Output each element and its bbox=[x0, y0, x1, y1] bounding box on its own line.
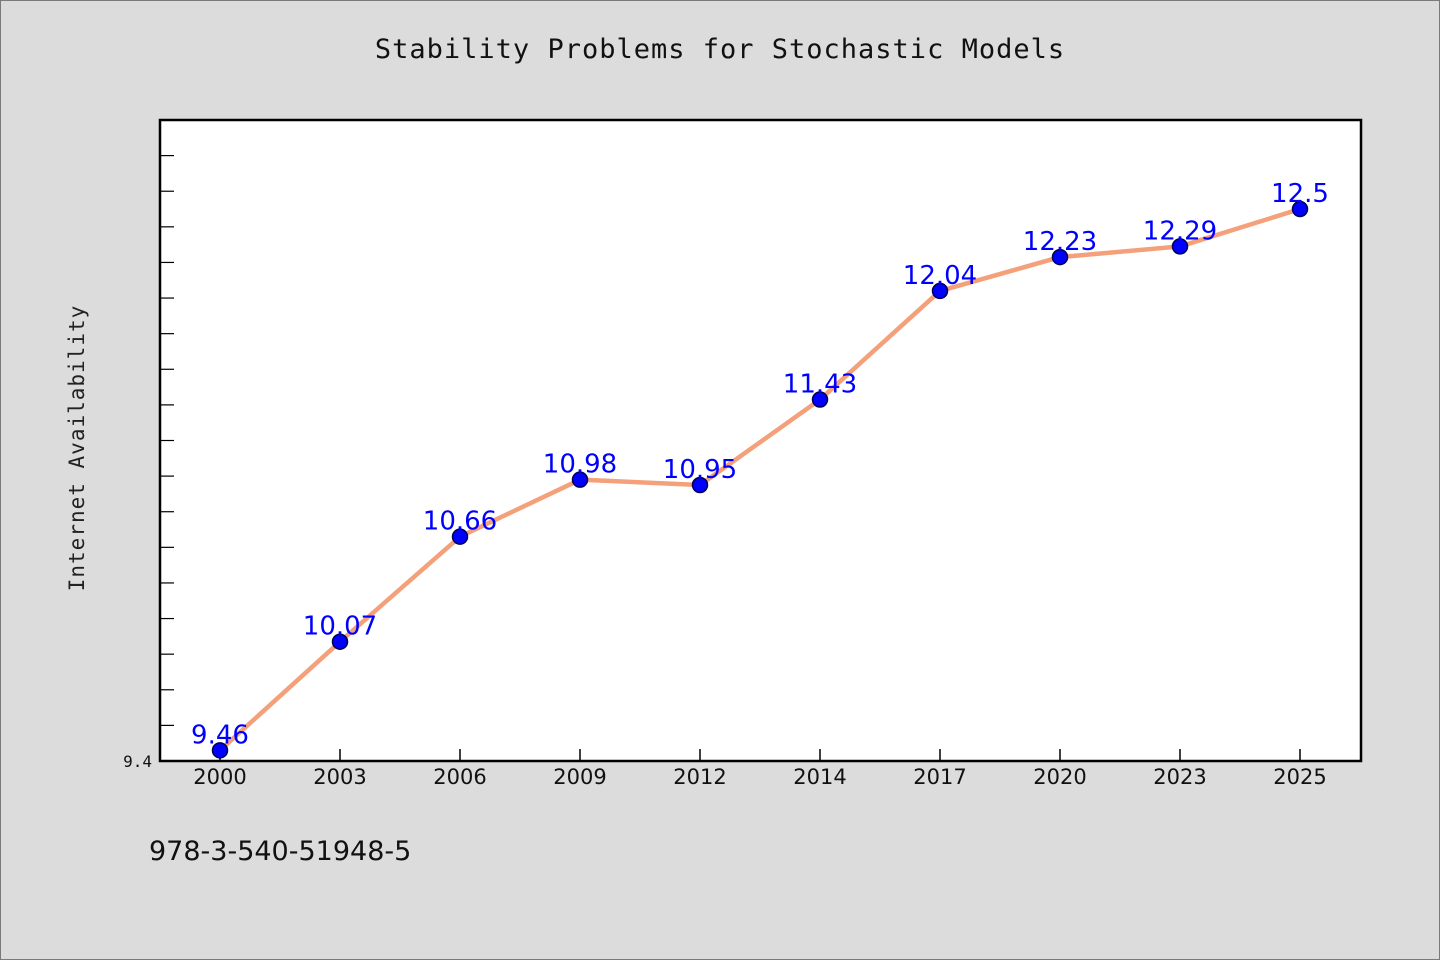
data-point bbox=[571, 471, 589, 488]
data-point bbox=[931, 282, 949, 300]
data-label: 10.66 bbox=[423, 507, 497, 537]
data-point bbox=[811, 391, 829, 408]
x-tick-label: 2023 bbox=[1153, 765, 1206, 789]
data-label: 11.43 bbox=[783, 370, 857, 400]
x-tick-label: 2009 bbox=[553, 765, 606, 789]
x-tick-label: 2006 bbox=[433, 765, 486, 789]
x-tick-label: 2003 bbox=[313, 765, 366, 789]
data-point bbox=[691, 476, 709, 494]
data-label: 10.98 bbox=[543, 450, 617, 480]
data-point bbox=[451, 528, 469, 545]
data-label: 12.04 bbox=[903, 261, 977, 291]
y-axis-label: Internet Availability bbox=[65, 305, 89, 592]
x-tick-label: 2000 bbox=[193, 765, 246, 789]
x-tick-label: 2012 bbox=[673, 765, 726, 789]
series-line bbox=[217, 206, 1303, 753]
x-tick-label: 2025 bbox=[1273, 765, 1326, 789]
data-label: 12.5 bbox=[1271, 179, 1329, 209]
data-label: 12.29 bbox=[1143, 216, 1217, 246]
data-label: 10.95 bbox=[663, 455, 737, 485]
data-point bbox=[1171, 238, 1189, 255]
data-point bbox=[331, 633, 349, 650]
y-tick-label: 9.4 bbox=[123, 752, 152, 771]
y-axis-ticks: 9.4 bbox=[123, 119, 174, 771]
series-layer: 9.46 10.07 10.66 10.98 10.95 11.43 12.04 12.23 1… bbox=[191, 179, 1329, 759]
data-label: 12.23 bbox=[1023, 227, 1097, 257]
data-point bbox=[1291, 200, 1309, 218]
x-axis-ticks: 2000 2003 2006 2009 2012 2014 2017 2020 2023 2025 bbox=[193, 749, 1327, 789]
data-point bbox=[211, 742, 229, 759]
data-label: 10.07 bbox=[303, 612, 377, 642]
x-tick-label: 2017 bbox=[913, 765, 966, 789]
data-label: 9.46 bbox=[191, 720, 249, 750]
isbn-text: 978-3-540-51948-5 bbox=[149, 836, 412, 867]
x-tick-label: 2020 bbox=[1033, 765, 1086, 789]
data-point bbox=[1051, 248, 1069, 266]
x-tick-label: 2014 bbox=[793, 765, 846, 789]
chart-title: Stability Problems for Stochastic Models bbox=[374, 34, 1066, 65]
